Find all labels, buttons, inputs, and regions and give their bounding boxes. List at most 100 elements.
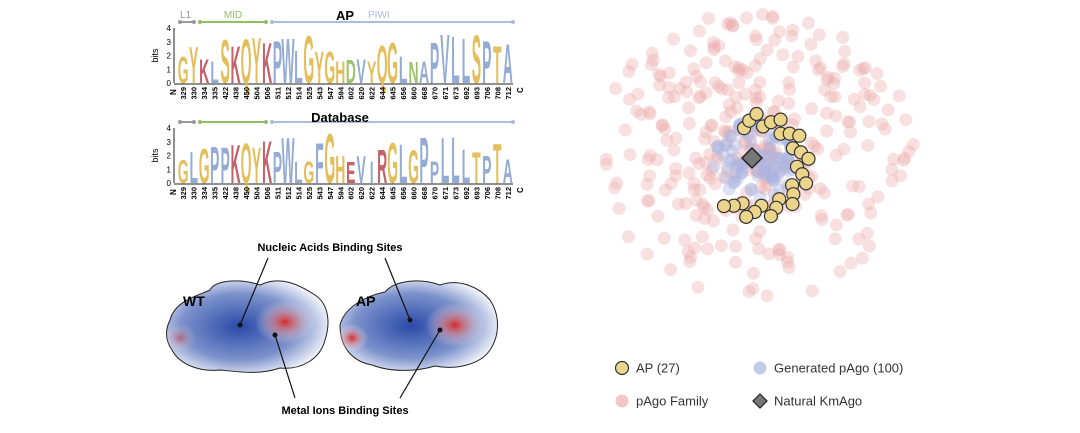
pago-family-point — [714, 239, 728, 253]
legend-label: AP (27) — [636, 361, 680, 376]
logo-letter: T — [493, 132, 502, 195]
pago-family-point — [853, 100, 867, 114]
pago-family-point — [808, 139, 822, 153]
pago-family-point — [812, 28, 826, 42]
pago-family-point — [752, 242, 766, 256]
pago-family-point — [719, 54, 733, 68]
pago-family-point — [721, 83, 735, 97]
n-term: N — [169, 89, 178, 95]
logo-letter: G — [387, 31, 398, 96]
generated-point — [716, 148, 730, 162]
pago-family-point — [776, 48, 790, 62]
position-label: 644 — [378, 186, 387, 199]
pago-family-point — [762, 141, 776, 155]
position-label: 422 — [221, 187, 230, 200]
domain-end — [178, 20, 182, 24]
position-label: 330 — [190, 87, 199, 100]
domain-end — [198, 120, 202, 124]
structure-label: WT — [183, 293, 205, 309]
pago-family-point — [862, 197, 876, 211]
pago-family-point — [785, 29, 799, 43]
position-label: 692 — [462, 187, 471, 200]
pago-family-point — [711, 152, 725, 166]
ap-point — [792, 128, 807, 143]
pago-family-point — [874, 79, 888, 93]
legend: AP (27) Generated pAgo (100) pAgo Family Na… — [614, 361, 903, 409]
position-label: 504 — [253, 186, 262, 199]
generated-point — [758, 158, 772, 172]
generated-point — [707, 160, 721, 174]
pago-family-point — [860, 226, 874, 240]
pago-family-point — [705, 118, 719, 132]
position-label: 693 — [472, 187, 481, 200]
pago-family-point — [693, 89, 707, 103]
pago-family-point — [836, 60, 850, 74]
generated-point — [728, 138, 742, 152]
logo-letter: G — [178, 50, 189, 92]
pago-family-point — [693, 75, 707, 89]
pago-family-point — [658, 183, 672, 197]
logo-letter: L — [399, 132, 408, 195]
position-label: 712 — [504, 87, 513, 100]
pago-family-point — [748, 59, 762, 73]
pago-family-point — [798, 187, 812, 201]
position-label: 708 — [493, 87, 502, 100]
pago-family-point — [722, 124, 736, 138]
logo-letter: P — [220, 137, 229, 194]
pago-family-point — [650, 153, 664, 167]
pago-family-point — [862, 239, 876, 253]
position-label: 660 — [410, 187, 419, 200]
position-label: 511 — [273, 87, 282, 99]
pago-family-point — [618, 123, 632, 137]
pago-family-point — [730, 101, 744, 115]
legend-label: Generated pAgo (100) — [774, 361, 903, 376]
pago-family-point — [699, 156, 713, 170]
pago-family-point — [762, 157, 776, 171]
logo-letter: Q — [241, 26, 252, 96]
pago-family-point — [758, 142, 772, 156]
position-label: 670 — [430, 187, 439, 200]
pago-family-point — [828, 71, 842, 85]
logo-letter: G — [303, 23, 314, 98]
logo-letter: D — [346, 54, 356, 91]
position-label: 506 — [263, 187, 272, 200]
logo-letter: T — [472, 143, 481, 193]
logo-letter: G — [199, 138, 210, 194]
pago-family-point — [654, 69, 668, 83]
pago-family-point — [732, 76, 746, 90]
position-label: 602 — [347, 87, 356, 100]
pago-family-point — [858, 87, 872, 101]
pago-family-point — [757, 171, 771, 185]
pago-family-point — [599, 152, 613, 166]
logo-letter: K — [231, 135, 241, 195]
pago-family-point — [689, 69, 703, 83]
generated-point — [766, 170, 780, 184]
pago-family-point — [655, 118, 669, 132]
position-label: 525 — [305, 187, 314, 200]
pago-family-point — [772, 248, 786, 262]
generated-point — [719, 138, 733, 152]
pago-family-point — [752, 165, 766, 179]
position-label: 334 — [200, 186, 209, 199]
pago-family-point — [645, 58, 659, 72]
pago-family-point — [643, 107, 657, 121]
y-tick-label: 0 — [167, 79, 172, 88]
pago-family-point — [820, 72, 834, 86]
position-label: 543 — [315, 87, 324, 100]
y-tick-label: 0 — [167, 179, 172, 188]
generated-point — [730, 157, 744, 171]
pago-family-point — [679, 75, 693, 89]
pago-family-point — [852, 179, 866, 193]
y-tick-label: 3 — [167, 138, 172, 147]
pago-family-point — [758, 182, 772, 196]
logo-letter: P — [482, 29, 491, 97]
pago-family-point — [717, 170, 731, 184]
pago-family-point — [684, 250, 698, 264]
pago-family-point — [781, 255, 795, 269]
pago-family-point — [660, 133, 674, 147]
pago-family-point — [754, 181, 768, 195]
pago-family-point — [610, 176, 624, 190]
pago-family-point — [813, 182, 827, 196]
pago-family-point — [738, 87, 752, 101]
pago-family-point — [687, 183, 701, 197]
